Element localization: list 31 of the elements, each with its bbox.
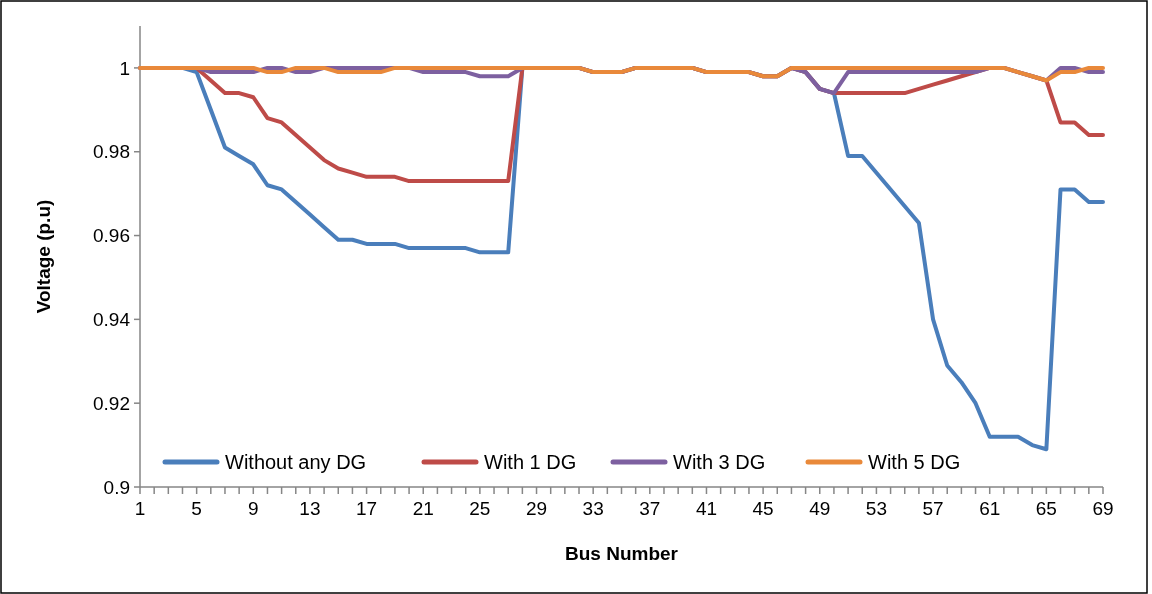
x-tick-label: 69	[1092, 498, 1114, 519]
x-tick-label: 41	[695, 498, 718, 519]
x-tick-label: 61	[979, 498, 1001, 519]
y-tick-label: 0.94	[93, 309, 131, 331]
legend-label: With 5 DG	[868, 451, 961, 473]
x-tick-label: 13	[299, 498, 321, 519]
y-tick-label: 0.96	[93, 225, 130, 247]
x-tick-label: 9	[248, 498, 259, 519]
y-tick-label: 0.92	[93, 392, 130, 414]
x-tick-label: 5	[191, 498, 202, 519]
x-tick-label: 65	[1035, 498, 1057, 519]
legend-label: With 3 DG	[673, 451, 766, 473]
x-tick-label: 25	[469, 498, 491, 519]
legend-label: With 1 DG	[484, 451, 577, 473]
y-tick-label: 0.98	[93, 141, 130, 163]
x-axis-title: Bus Number	[565, 543, 679, 564]
x-tick-label: 49	[809, 498, 831, 519]
legend-label: Without any DG	[225, 451, 367, 473]
x-tick-label: 57	[922, 498, 944, 519]
line-series	[138, 65, 1105, 83]
x-tick-label: 33	[582, 498, 604, 519]
x-tick-label: 21	[412, 498, 434, 519]
y-tick-label: 1	[119, 57, 130, 79]
x-tick-label: 53	[865, 498, 887, 519]
x-tick-label: 29	[525, 498, 548, 519]
x-tick-label: 17	[356, 498, 378, 519]
x-tick-label: 45	[752, 498, 774, 519]
x-tick-label: 37	[639, 498, 661, 519]
y-axis-title: Voltage (p.u)	[33, 199, 54, 314]
y-tick-label: 0.9	[103, 476, 130, 498]
x-tick-label: 1	[134, 498, 146, 519]
